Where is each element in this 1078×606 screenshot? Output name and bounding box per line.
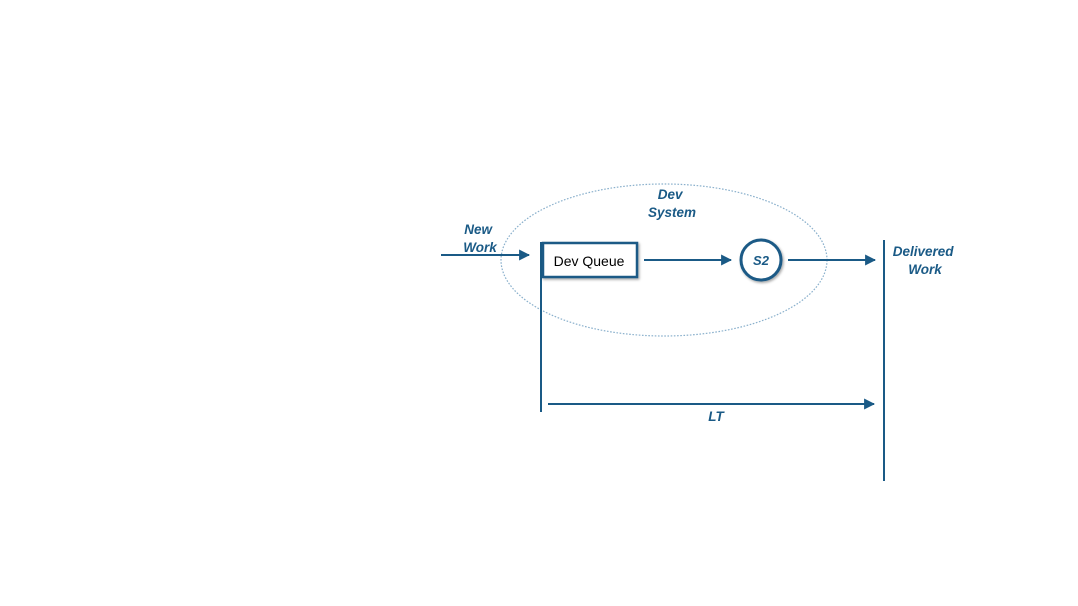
station-s2-label: S2 xyxy=(753,253,770,268)
lead-time-label: LT xyxy=(708,409,725,424)
station-s2: S2 xyxy=(739,238,783,282)
delivered-work-label: Delivered Work xyxy=(893,244,958,277)
dev-queue-box: Dev Queue xyxy=(541,241,639,279)
system-label: Dev System xyxy=(648,187,696,220)
dev-queue-label: Dev Queue xyxy=(554,253,625,269)
new-work-label: New Work xyxy=(463,222,498,255)
